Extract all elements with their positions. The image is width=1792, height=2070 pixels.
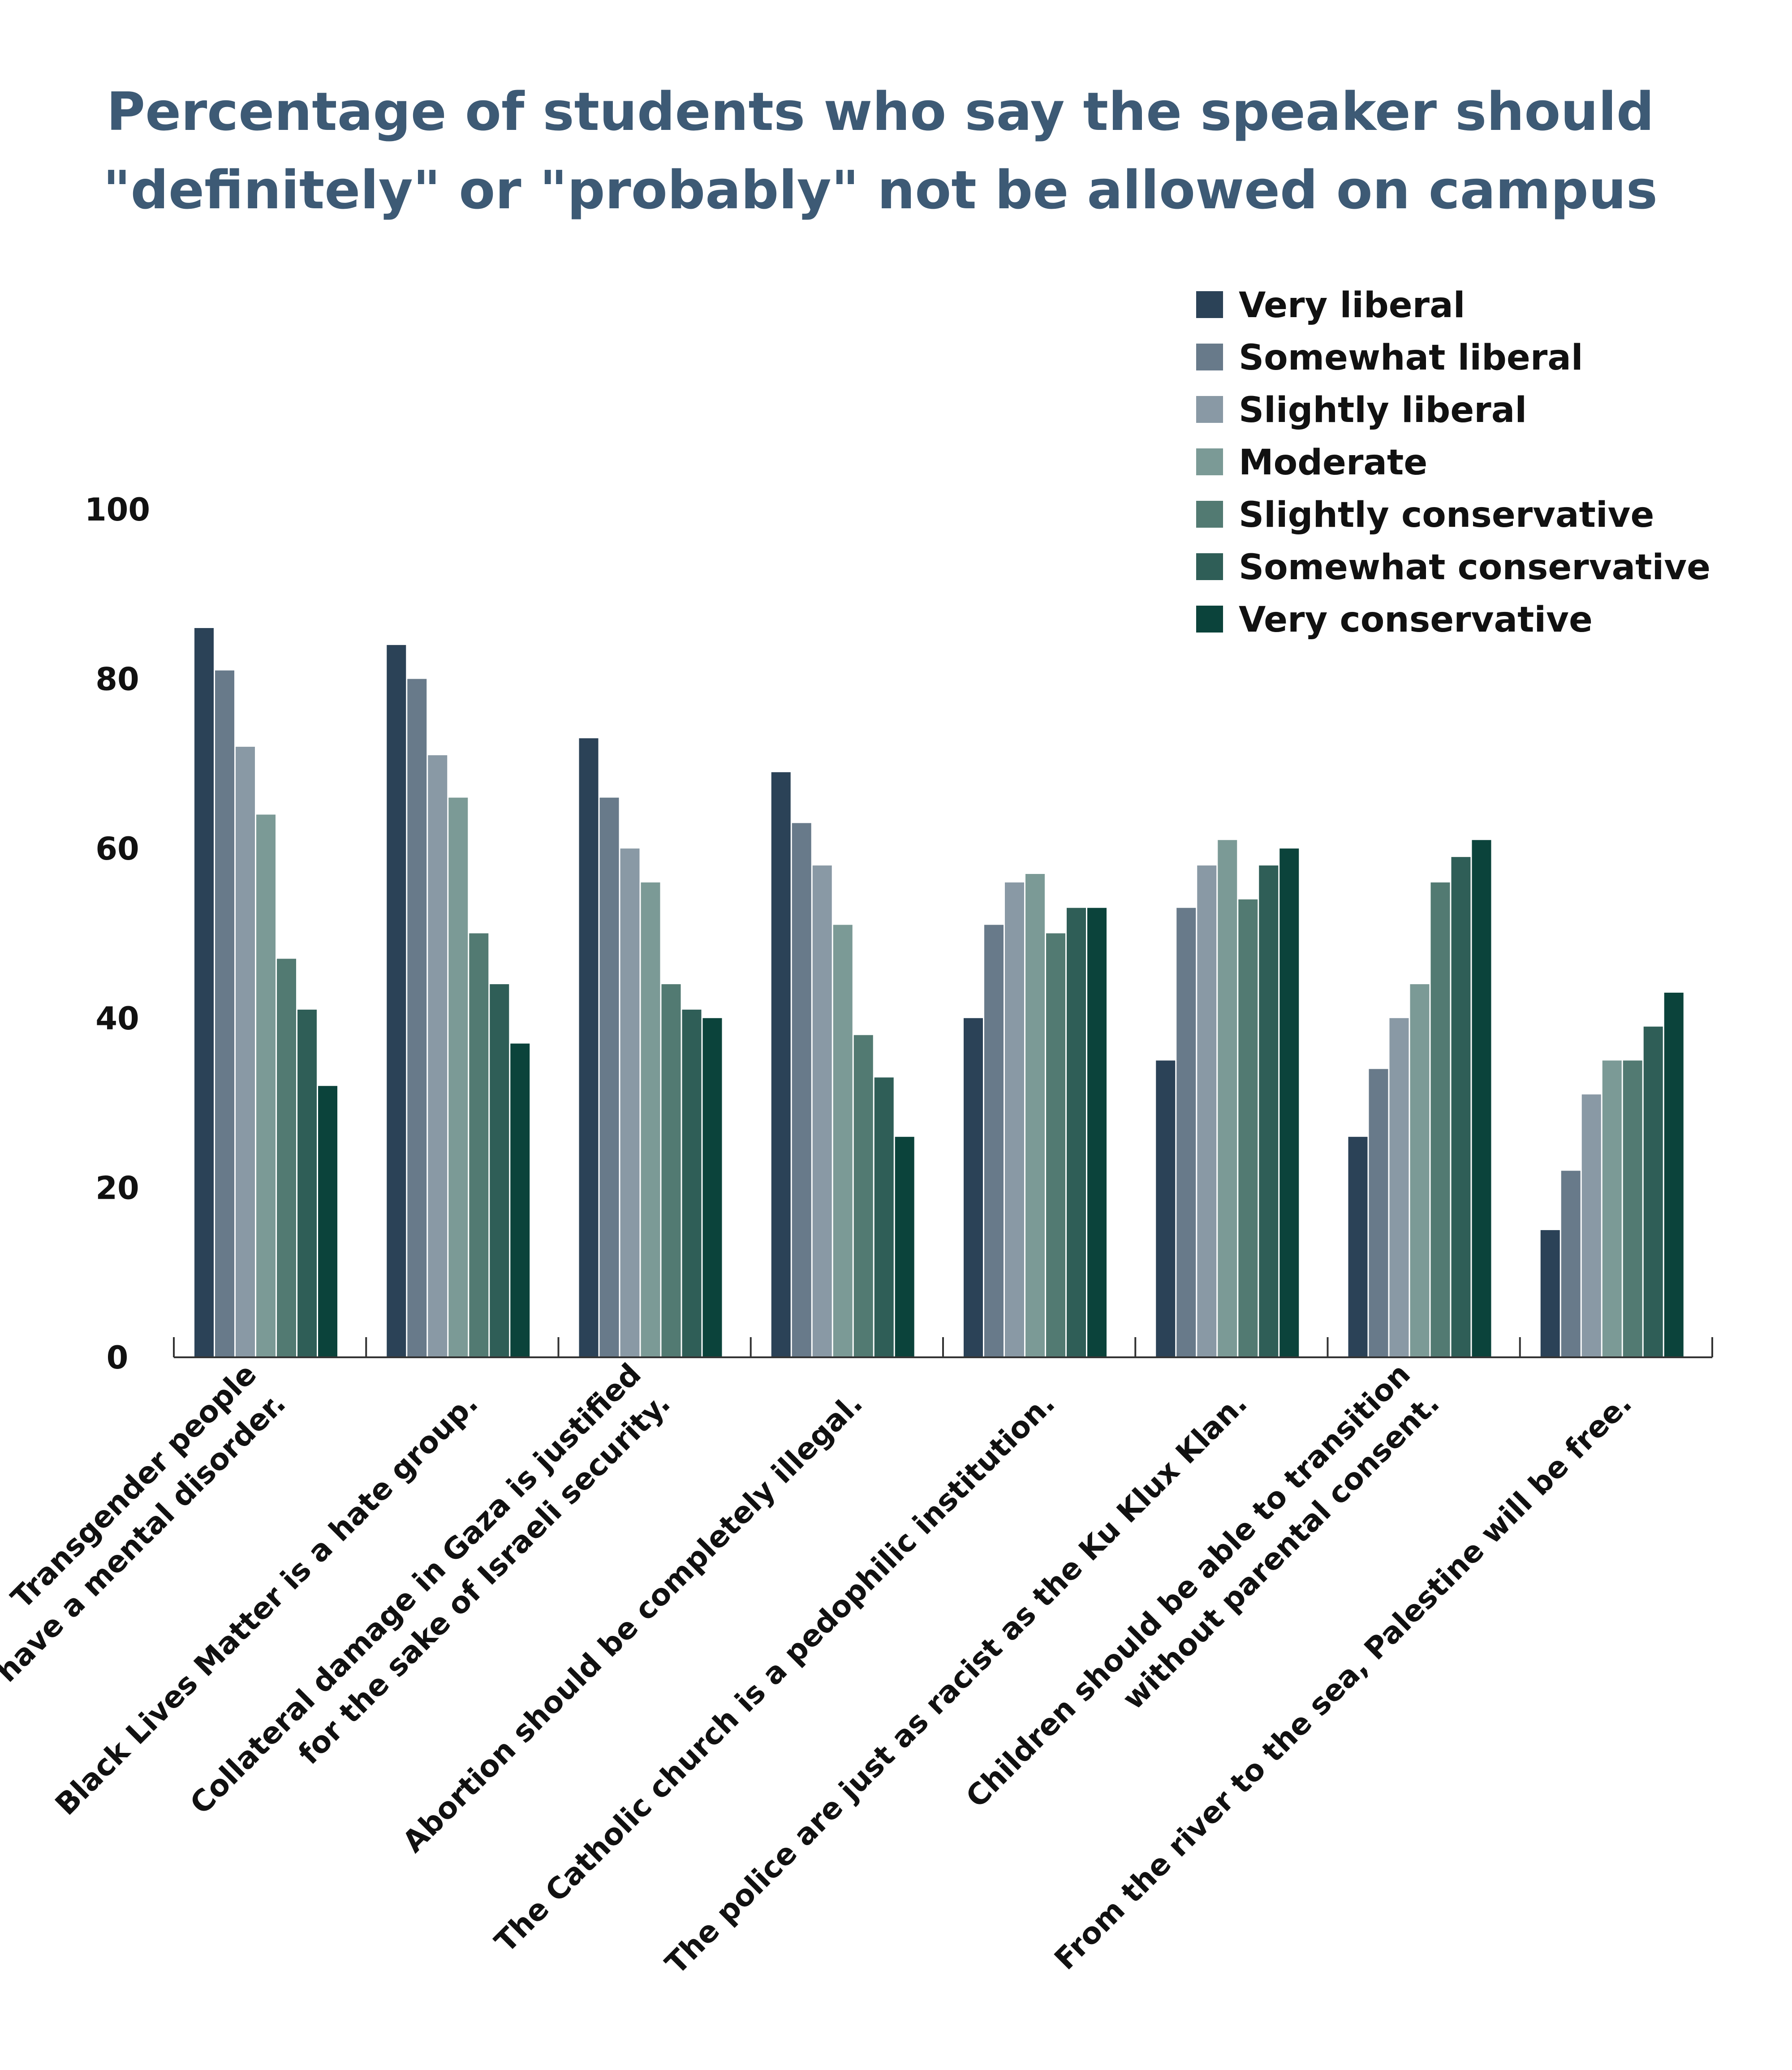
bar	[1389, 1018, 1409, 1357]
legend-swatch	[1196, 501, 1223, 528]
category-label-line: without parental consent.	[1116, 1386, 1446, 1716]
bars	[194, 628, 1684, 1357]
bar	[895, 1136, 914, 1357]
bar	[1238, 899, 1258, 1357]
legend-swatch	[1196, 396, 1223, 423]
bar	[1218, 840, 1237, 1357]
bar	[1067, 908, 1086, 1357]
bar	[1581, 1094, 1601, 1357]
legend-label: Slightly liberal	[1239, 390, 1527, 430]
category-label-line: Transgender people	[4, 1357, 263, 1615]
bar	[297, 1009, 317, 1357]
bar	[682, 1009, 702, 1357]
bar	[1451, 857, 1471, 1357]
y-tick-label: 100	[85, 491, 150, 528]
bar	[256, 814, 276, 1357]
bar	[469, 933, 489, 1357]
bar	[599, 797, 619, 1357]
legend-label: Very liberal	[1239, 285, 1465, 326]
category-label: Abortion should be completely illegal.	[396, 1386, 869, 1859]
legend-swatch	[1196, 448, 1223, 475]
legend-swatch	[1196, 606, 1223, 633]
y-tick-label: 20	[95, 1170, 139, 1206]
bar	[215, 670, 234, 1357]
chart-title-line: "definitely" or "probably" not be allowe…	[103, 159, 1658, 221]
chart-title-line: Percentage of students who say the speak…	[107, 81, 1654, 142]
bar	[1046, 933, 1065, 1357]
x-axis	[173, 1337, 1713, 1358]
legend-label: Somewhat liberal	[1239, 338, 1583, 378]
legend-label: Very conservative	[1239, 600, 1593, 640]
y-axis: 0 20 40 60 80 100	[85, 491, 150, 1376]
bar	[1410, 984, 1430, 1357]
bar	[853, 1035, 873, 1357]
bar	[792, 823, 811, 1357]
bar	[1602, 1060, 1622, 1357]
bar	[277, 959, 296, 1357]
bar	[812, 865, 832, 1357]
chart-title: Percentage of students who say the speak…	[103, 81, 1658, 221]
bar	[874, 1077, 894, 1357]
bar	[702, 1018, 722, 1357]
bar	[1005, 882, 1024, 1357]
bar	[1664, 993, 1684, 1357]
bar	[641, 882, 660, 1357]
legend-swatch	[1196, 291, 1223, 318]
bar	[771, 772, 791, 1357]
bar	[1623, 1060, 1642, 1357]
bar	[579, 738, 599, 1357]
bar	[1348, 1136, 1368, 1357]
bar	[964, 1018, 983, 1357]
bar	[1643, 1026, 1663, 1357]
bar	[1259, 865, 1279, 1357]
bar	[661, 984, 681, 1357]
bar	[236, 747, 255, 1357]
bar	[510, 1043, 530, 1357]
bar	[1540, 1230, 1560, 1357]
bar	[448, 797, 468, 1357]
bar	[428, 755, 448, 1357]
bar	[1369, 1069, 1388, 1357]
y-tick-label: 0	[107, 1339, 129, 1376]
bar	[490, 984, 509, 1357]
legend: Very liberal Somewhat liberal Slightly lib…	[1196, 285, 1710, 640]
legend-label: Somewhat conservative	[1239, 547, 1710, 588]
y-tick-label: 40	[95, 1000, 139, 1037]
y-tick-label: 80	[95, 661, 139, 698]
bar	[407, 679, 427, 1357]
bar	[1087, 908, 1107, 1357]
legend-label: Moderate	[1239, 443, 1427, 483]
bar	[1156, 1060, 1176, 1357]
bar	[387, 645, 406, 1357]
bar	[1197, 865, 1217, 1357]
category-label-line: Abortion should be completely illegal.	[396, 1386, 869, 1859]
bar	[1025, 874, 1045, 1357]
bar	[833, 925, 853, 1357]
bar	[194, 628, 214, 1357]
bar	[318, 1086, 337, 1357]
bar	[1472, 840, 1491, 1357]
category-label-line: for the sake of Israeli security.	[292, 1386, 677, 1771]
y-tick-label: 60	[95, 831, 139, 867]
bar	[1561, 1171, 1581, 1357]
legend-swatch	[1196, 344, 1223, 370]
legend-swatch	[1196, 553, 1223, 580]
bar	[1176, 908, 1196, 1357]
bar	[984, 925, 1004, 1357]
legend-label: Slightly conservative	[1239, 495, 1654, 535]
bar	[1430, 882, 1450, 1357]
bar	[620, 848, 640, 1357]
bar	[1279, 848, 1299, 1357]
